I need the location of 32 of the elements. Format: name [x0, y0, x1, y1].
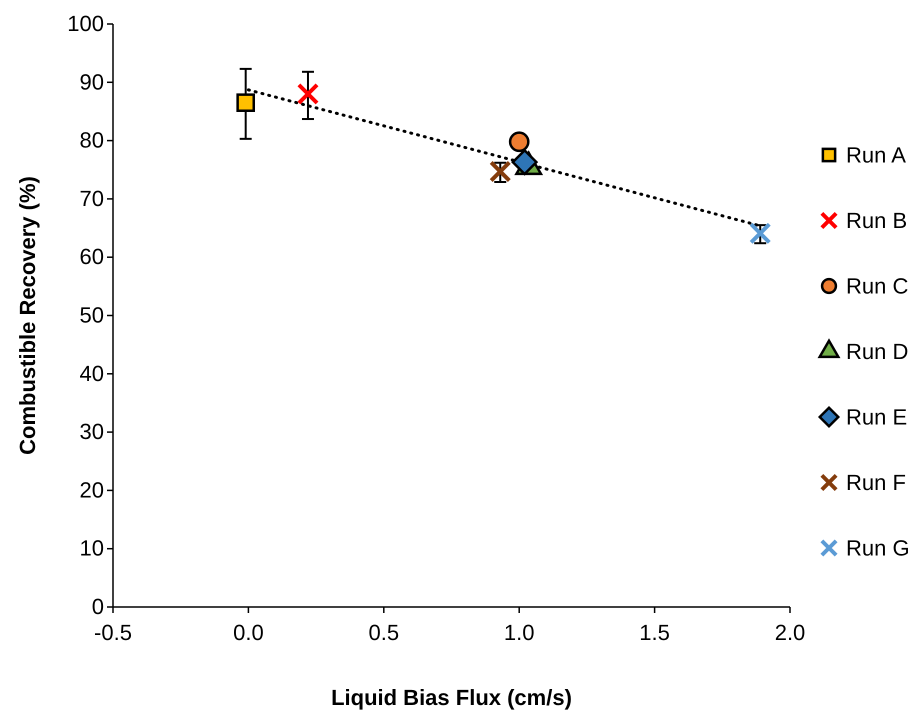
- y-tick-label: 30: [80, 419, 104, 444]
- x-tick-label: 1.5: [639, 620, 670, 646]
- y-axis-title: Combustible Recovery (%): [15, 176, 40, 455]
- point: [236, 93, 256, 112]
- y-tick-label: 80: [80, 128, 104, 153]
- y-tick-label: 0: [92, 594, 104, 620]
- y-tick-label: 10: [80, 536, 104, 561]
- point: [512, 149, 538, 176]
- legend-label: Run D: [846, 339, 908, 364]
- point: [508, 131, 530, 152]
- y-tick-label: 90: [80, 69, 104, 94]
- x-tick-label: 0.0: [233, 620, 264, 646]
- legend-label: Run G: [846, 536, 910, 561]
- y-tick-label: 40: [80, 360, 104, 386]
- point: [489, 160, 512, 183]
- x-tick-label: 1.0: [504, 620, 534, 646]
- x-axis-title: Liquid Bias Flux (cm/s): [331, 685, 572, 710]
- y-tick-label: 50: [80, 302, 104, 328]
- x-tick-label: 0.5: [368, 620, 400, 646]
- legend-label: Run C: [846, 274, 908, 299]
- legend-label: Run F: [846, 470, 906, 496]
- y-tick-label: 100: [67, 11, 104, 36]
- y-tick-label: 70: [80, 186, 104, 211]
- x-tick-label: -0.5: [94, 620, 132, 646]
- x-tick-label: 2.0: [774, 620, 806, 646]
- y-tick-label: 60: [80, 244, 104, 270]
- point: [749, 222, 772, 244]
- legend-label: Run B: [846, 208, 908, 234]
- point: [296, 82, 320, 106]
- y-tick-label: 20: [80, 477, 104, 502]
- legend-label: Run E: [846, 404, 908, 430]
- legend-label: Run A: [846, 142, 906, 168]
